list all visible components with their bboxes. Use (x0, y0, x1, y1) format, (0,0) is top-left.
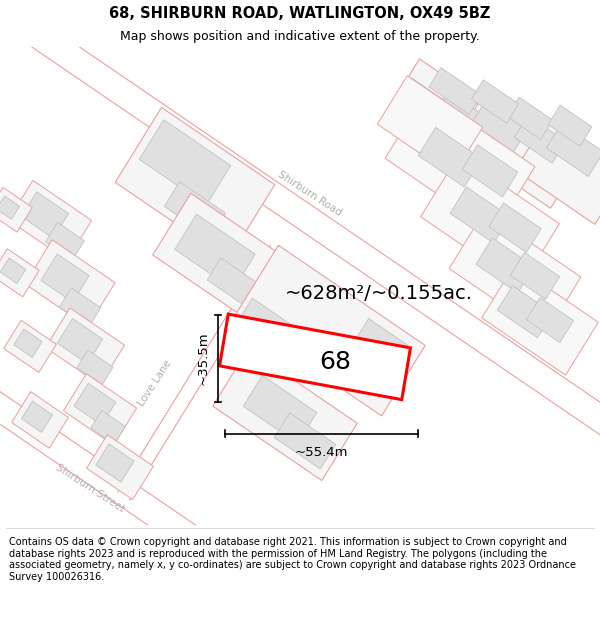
Polygon shape (213, 349, 357, 481)
Polygon shape (220, 314, 410, 399)
Polygon shape (235, 245, 425, 416)
Polygon shape (547, 123, 600, 176)
Polygon shape (497, 286, 553, 338)
Polygon shape (77, 350, 113, 385)
Polygon shape (476, 238, 534, 293)
Polygon shape (472, 80, 518, 123)
Text: Map shows position and indicative extent of the property.: Map shows position and indicative extent… (120, 30, 480, 43)
Polygon shape (454, 85, 586, 208)
Polygon shape (4, 320, 56, 372)
Polygon shape (418, 127, 482, 187)
Polygon shape (515, 121, 600, 224)
Polygon shape (91, 411, 125, 444)
Text: ~55.4m: ~55.4m (295, 446, 348, 459)
Polygon shape (449, 211, 581, 334)
Polygon shape (115, 107, 275, 259)
Polygon shape (482, 265, 598, 375)
Polygon shape (429, 68, 481, 114)
Polygon shape (46, 222, 85, 260)
Polygon shape (139, 120, 231, 205)
Polygon shape (511, 253, 560, 299)
Text: ~628m²/~0.155ac.: ~628m²/~0.155ac. (285, 284, 473, 303)
Polygon shape (274, 413, 335, 469)
Text: 68: 68 (319, 350, 351, 374)
Polygon shape (232, 298, 298, 363)
Polygon shape (0, 249, 39, 297)
Polygon shape (243, 376, 317, 443)
Polygon shape (11, 392, 68, 448)
Polygon shape (25, 240, 115, 327)
Polygon shape (46, 308, 125, 385)
Polygon shape (421, 155, 559, 286)
Polygon shape (59, 288, 101, 328)
Polygon shape (175, 214, 255, 289)
Text: Shirburn Road: Shirburn Road (276, 169, 344, 218)
Polygon shape (385, 92, 535, 232)
Text: Contains OS data © Crown copyright and database right 2021. This information is : Contains OS data © Crown copyright and d… (9, 537, 576, 582)
Polygon shape (0, 188, 32, 232)
Polygon shape (8, 181, 92, 260)
Polygon shape (462, 145, 518, 197)
Polygon shape (450, 187, 510, 243)
Text: Shirburn Street: Shirburn Street (54, 462, 126, 514)
Polygon shape (472, 99, 529, 152)
Polygon shape (0, 196, 20, 219)
Polygon shape (489, 203, 541, 252)
Polygon shape (514, 116, 566, 163)
Text: ~35.5m: ~35.5m (197, 332, 210, 385)
Polygon shape (377, 76, 483, 176)
Polygon shape (86, 435, 154, 500)
Polygon shape (0, 258, 26, 284)
Polygon shape (397, 78, 454, 131)
Polygon shape (384, 59, 516, 182)
Polygon shape (548, 105, 592, 146)
Text: 68, SHIRBURN ROAD, WATLINGTON, OX49 5BZ: 68, SHIRBURN ROAD, WATLINGTON, OX49 5BZ (109, 6, 491, 21)
Polygon shape (164, 182, 226, 238)
Polygon shape (22, 401, 53, 432)
Polygon shape (507, 98, 553, 139)
Polygon shape (22, 192, 68, 238)
Polygon shape (526, 298, 574, 343)
Polygon shape (64, 374, 137, 445)
Polygon shape (207, 258, 263, 309)
Polygon shape (351, 319, 409, 374)
Polygon shape (14, 329, 42, 357)
Polygon shape (57, 319, 103, 364)
Text: Love Lane: Love Lane (136, 358, 173, 408)
Polygon shape (41, 254, 89, 302)
Polygon shape (434, 91, 485, 139)
Polygon shape (153, 193, 287, 321)
Polygon shape (96, 444, 134, 482)
Polygon shape (74, 383, 116, 425)
